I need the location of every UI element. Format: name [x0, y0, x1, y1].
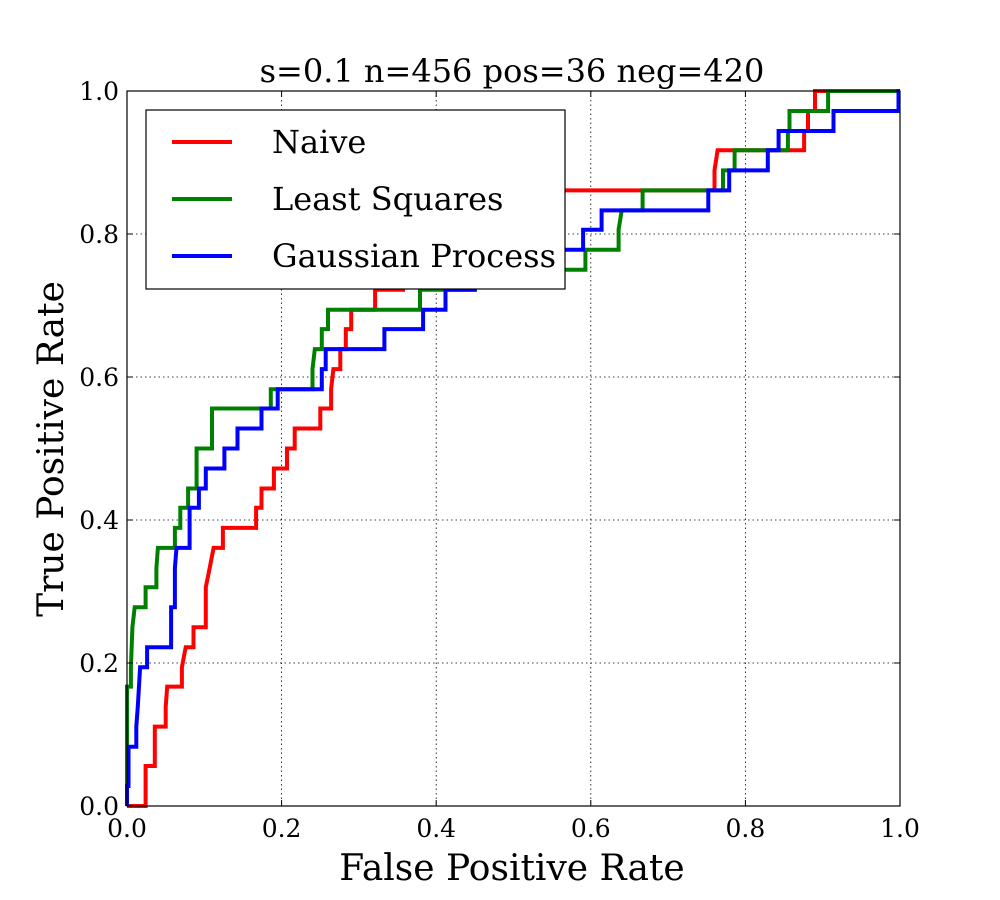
x-tick-label: 0.0: [107, 814, 147, 843]
legend-label-gaussian-process: Gaussian Process: [272, 237, 556, 275]
y-tick-label: 0.0: [79, 792, 119, 821]
series-line-gaussian-process: [125, 89, 901, 806]
x-tick-label: 0.6: [571, 814, 611, 843]
x-tick-label: 0.8: [726, 814, 766, 843]
x-axis-label: False Positive Rate: [339, 848, 684, 889]
x-tick-label: 1.0: [880, 814, 920, 843]
y-tick-label: 0.6: [79, 363, 119, 392]
x-tick-label: 0.4: [416, 814, 456, 843]
chart-title: s=0.1 n=456 pos=36 neg=420: [260, 52, 765, 90]
series-line-least-squares: [125, 89, 900, 806]
y-axis-label: True Positive Rate: [31, 281, 72, 617]
legend: Naive Least Squares Gaussian Process: [145, 109, 566, 290]
plot-area-frame: [126, 90, 901, 807]
y-tick-label: 1.0: [79, 77, 119, 106]
y-tick-label: 0.4: [79, 506, 119, 535]
series-lines: [125, 89, 901, 808]
x-tick-label: 0.2: [262, 814, 302, 843]
legend-label-least-squares: Least Squares: [272, 180, 503, 218]
y-tick-label: 0.2: [79, 649, 119, 678]
y-tick-label: 0.8: [79, 220, 119, 249]
legend-label-naive: Naive: [272, 123, 366, 161]
axis-ticks: 0.0 0.2 0.4 0.6 0.8 1.0 0.0 0.2 0.4 0.6 0.8 1.0: [79, 77, 920, 843]
